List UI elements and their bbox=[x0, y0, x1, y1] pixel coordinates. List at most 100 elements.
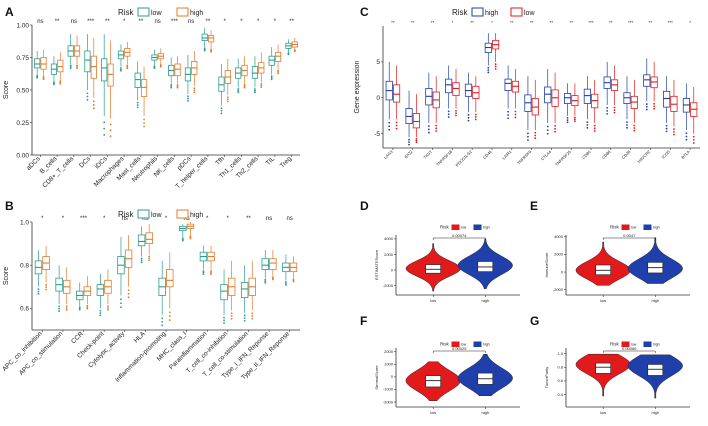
outlier-point bbox=[514, 110, 517, 113]
significance-APC_co_stimulation: * bbox=[62, 216, 65, 222]
legend-label-low: low bbox=[524, 10, 535, 17]
box-low-DCs bbox=[84, 34, 91, 101]
box-high-TIGIT bbox=[425, 72, 433, 134]
box-high-T_cell_co-stimulation bbox=[248, 260, 256, 320]
significance-CCR: *** bbox=[80, 216, 88, 222]
legend-title-B: Risk bbox=[118, 210, 135, 219]
x-tick-label-high: high bbox=[481, 410, 489, 415]
box-low-CD8+_T_cells bbox=[67, 34, 74, 70]
outlier-point bbox=[673, 130, 675, 133]
outlier-point bbox=[86, 306, 89, 309]
x-tick-label-TNFRSF9: TNFRSF9 bbox=[516, 149, 533, 166]
x-tick-label-IDO2: IDO2 bbox=[403, 149, 414, 160]
box-high-Neutrophils bbox=[157, 48, 164, 68]
outlier-point bbox=[120, 302, 122, 305]
outlier-point bbox=[210, 271, 212, 274]
significance-Mast_cells: ** bbox=[139, 19, 144, 25]
box-low-Macrophages bbox=[117, 44, 125, 72]
outlier-point bbox=[395, 124, 398, 127]
pvalue-label: 0.00066 bbox=[622, 346, 637, 351]
box-body bbox=[583, 88, 591, 104]
box-low-HLA bbox=[137, 226, 146, 264]
outlier-point bbox=[45, 283, 48, 286]
box-low-Treg bbox=[285, 39, 292, 56]
legend-label-low: low bbox=[631, 343, 637, 347]
legend-B: Risk low high bbox=[118, 209, 203, 219]
outlier-point bbox=[210, 51, 212, 53]
box-high-LAIR1 bbox=[504, 65, 512, 120]
box-high-APC_co_inhibition bbox=[42, 245, 50, 291]
panel-letter-E: E bbox=[530, 199, 538, 213]
box-low-Parainflammation bbox=[199, 245, 208, 276]
box-high-BTLA bbox=[682, 83, 690, 141]
outlier-point bbox=[487, 69, 490, 72]
box-high-TNFRSF18 bbox=[445, 65, 453, 118]
outlier-point bbox=[187, 97, 189, 100]
box-low-CTLA4 bbox=[551, 72, 559, 133]
box-high-APC_co_stimulation bbox=[63, 267, 71, 311]
outlier-point bbox=[127, 289, 130, 292]
y-tick-label: 0.75 bbox=[16, 55, 29, 62]
outlier-point bbox=[251, 315, 254, 317]
outlier-point bbox=[593, 127, 596, 130]
outlier-point bbox=[109, 123, 112, 126]
outlier-point bbox=[120, 67, 122, 69]
outlier-point bbox=[230, 317, 233, 320]
legend-swatch-low bbox=[137, 7, 150, 17]
outlier-point bbox=[226, 100, 229, 103]
box-low-Type_II_IFN_Reponse bbox=[282, 254, 290, 286]
box-low-Mast_cells bbox=[134, 61, 141, 109]
box-body bbox=[84, 50, 91, 73]
outlier-point bbox=[534, 137, 537, 140]
outlier-point bbox=[203, 49, 206, 52]
outlier-point bbox=[120, 68, 122, 71]
significance-CD80: *** bbox=[588, 20, 594, 25]
outlier-point bbox=[226, 96, 229, 99]
outlier-point bbox=[573, 116, 576, 119]
outlier-point bbox=[187, 100, 189, 102]
outlier-point bbox=[193, 89, 196, 92]
outlier-point bbox=[193, 87, 196, 90]
significance-APC_co_inhibition: * bbox=[41, 216, 44, 222]
x-tick-label-Treg: Treg bbox=[279, 155, 294, 170]
outlier-point bbox=[86, 98, 89, 101]
outlier-point bbox=[626, 126, 628, 129]
box-low-T_cell_co-inhibition bbox=[220, 269, 228, 324]
box-body bbox=[90, 55, 97, 79]
box-body bbox=[268, 55, 275, 66]
violin-high bbox=[457, 238, 513, 290]
outlier-point bbox=[593, 124, 596, 127]
outlier-point bbox=[527, 139, 529, 142]
y-tick-label: 0.6 bbox=[557, 378, 563, 383]
significance-B_cells: ** bbox=[55, 19, 60, 25]
significance-CD8+_T_cells: ns bbox=[71, 19, 77, 25]
box-low-Th2_cells bbox=[251, 56, 259, 94]
outlier-point bbox=[606, 109, 609, 112]
outlier-point bbox=[36, 77, 39, 79]
x-tick-label-HLA: HLA bbox=[133, 330, 147, 344]
legend-swatch-low bbox=[137, 209, 150, 219]
significance-Check-point: * bbox=[103, 216, 106, 222]
outlier-point bbox=[243, 84, 246, 86]
y-tick-label: 0.6 bbox=[20, 306, 29, 313]
y-axis-title-G: TumorPurity bbox=[544, 367, 549, 389]
outlier-point bbox=[685, 135, 688, 138]
outlier-point bbox=[546, 125, 549, 128]
legend-swatch-low bbox=[621, 224, 630, 230]
violin-box bbox=[647, 364, 664, 376]
x-tick-label-low: low bbox=[600, 410, 606, 415]
box-body bbox=[174, 63, 181, 77]
significance-pDCs: ns bbox=[188, 19, 194, 25]
x-tick-label-CD80: CD80 bbox=[581, 149, 592, 160]
pvalue-label: 0.00074 bbox=[452, 233, 467, 238]
y-axis-E: -2000 0 2000 4000 ImmuneScore bbox=[544, 234, 567, 295]
panel-letter-B: B bbox=[5, 199, 14, 213]
outlier-point bbox=[613, 106, 616, 109]
box-high-Th1_cells bbox=[241, 56, 248, 89]
box-low-B_cells bbox=[50, 56, 58, 86]
outlier-point bbox=[293, 50, 296, 53]
outlier-point bbox=[170, 84, 173, 86]
outlier-point bbox=[243, 317, 246, 320]
outlier-point bbox=[176, 86, 179, 89]
violin-low bbox=[575, 353, 631, 397]
